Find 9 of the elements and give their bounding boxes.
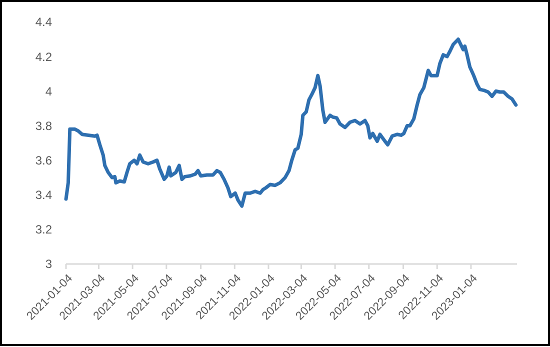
y-tick-label: 3.4 xyxy=(35,188,52,202)
y-tick-label: 3 xyxy=(45,257,52,272)
y-tick-label: 4.4 xyxy=(35,15,52,30)
y-tick-label: 4.2 xyxy=(35,50,52,64)
y-tick-label: 3.2 xyxy=(35,222,52,237)
y-tick-label: 3.6 xyxy=(35,153,52,168)
y-tick-label: 3.8 xyxy=(35,118,52,133)
line-series xyxy=(64,38,518,208)
y-tick-label: 4 xyxy=(45,84,52,98)
